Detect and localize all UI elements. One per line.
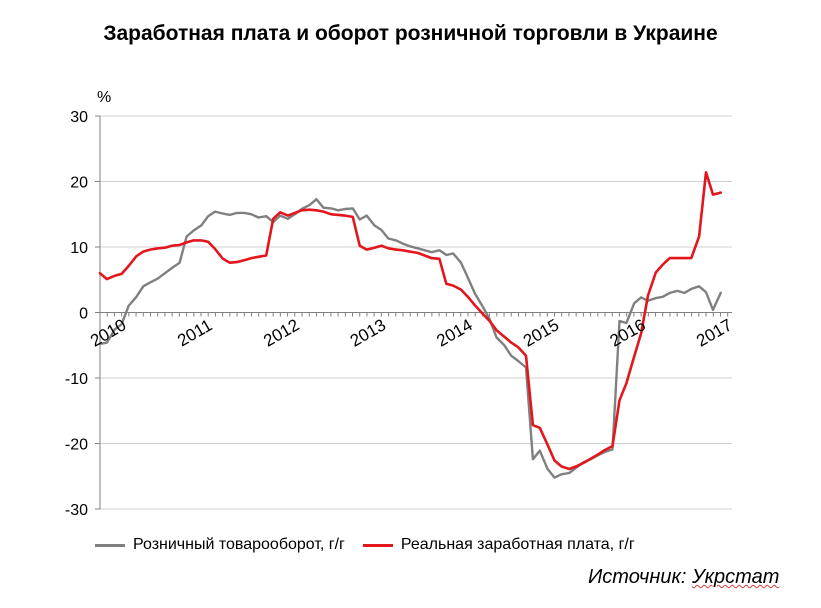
y-tick-label: 10 bbox=[70, 240, 88, 257]
gridlines bbox=[100, 115, 732, 510]
legend-swatch-wages bbox=[362, 543, 393, 547]
y-tick-label: -30 bbox=[65, 502, 88, 519]
legend-label-retail: Розничный товарооборот, г/г bbox=[133, 536, 345, 553]
series-lines bbox=[98, 171, 722, 479]
legend-label-wages: Реальная заработная плата, г/г bbox=[400, 536, 635, 553]
y-tick-label: 0 bbox=[79, 306, 88, 323]
series-line-retail bbox=[98, 198, 722, 479]
x-tick-label: 2014 bbox=[433, 315, 475, 350]
x-tick-label: 2015 bbox=[520, 315, 562, 350]
axes bbox=[95, 115, 732, 510]
y-tick-label: -20 bbox=[65, 437, 88, 454]
source-organization: Укрстат bbox=[692, 566, 780, 588]
x-tick-label: 2013 bbox=[347, 315, 389, 350]
y-tick-label: 20 bbox=[70, 175, 88, 192]
legend-swatch-retail bbox=[95, 543, 125, 547]
legend: Розничный товарооборот, г/г Реальная зар… bbox=[95, 536, 653, 554]
y-axis-unit-label: % bbox=[97, 89, 112, 106]
x-tick-label: 2012 bbox=[260, 315, 302, 350]
y-tick-label: -10 bbox=[65, 371, 88, 388]
source-note: Источник: Укрстат bbox=[588, 566, 779, 589]
x-tick-label: 2011 bbox=[174, 316, 215, 351]
y-tick-label: 30 bbox=[70, 109, 88, 126]
series-line-wages bbox=[98, 171, 722, 471]
legend-item-wages: Реальная заработная плата, г/г bbox=[362, 536, 635, 554]
chart-title: Заработная плата и оборот розничной торг… bbox=[103, 22, 718, 45]
source-prefix: Источник: bbox=[588, 566, 693, 588]
x-tick-label: 2017 bbox=[693, 315, 735, 350]
legend-item-retail: Розничный товарооборот, г/г bbox=[95, 536, 345, 554]
